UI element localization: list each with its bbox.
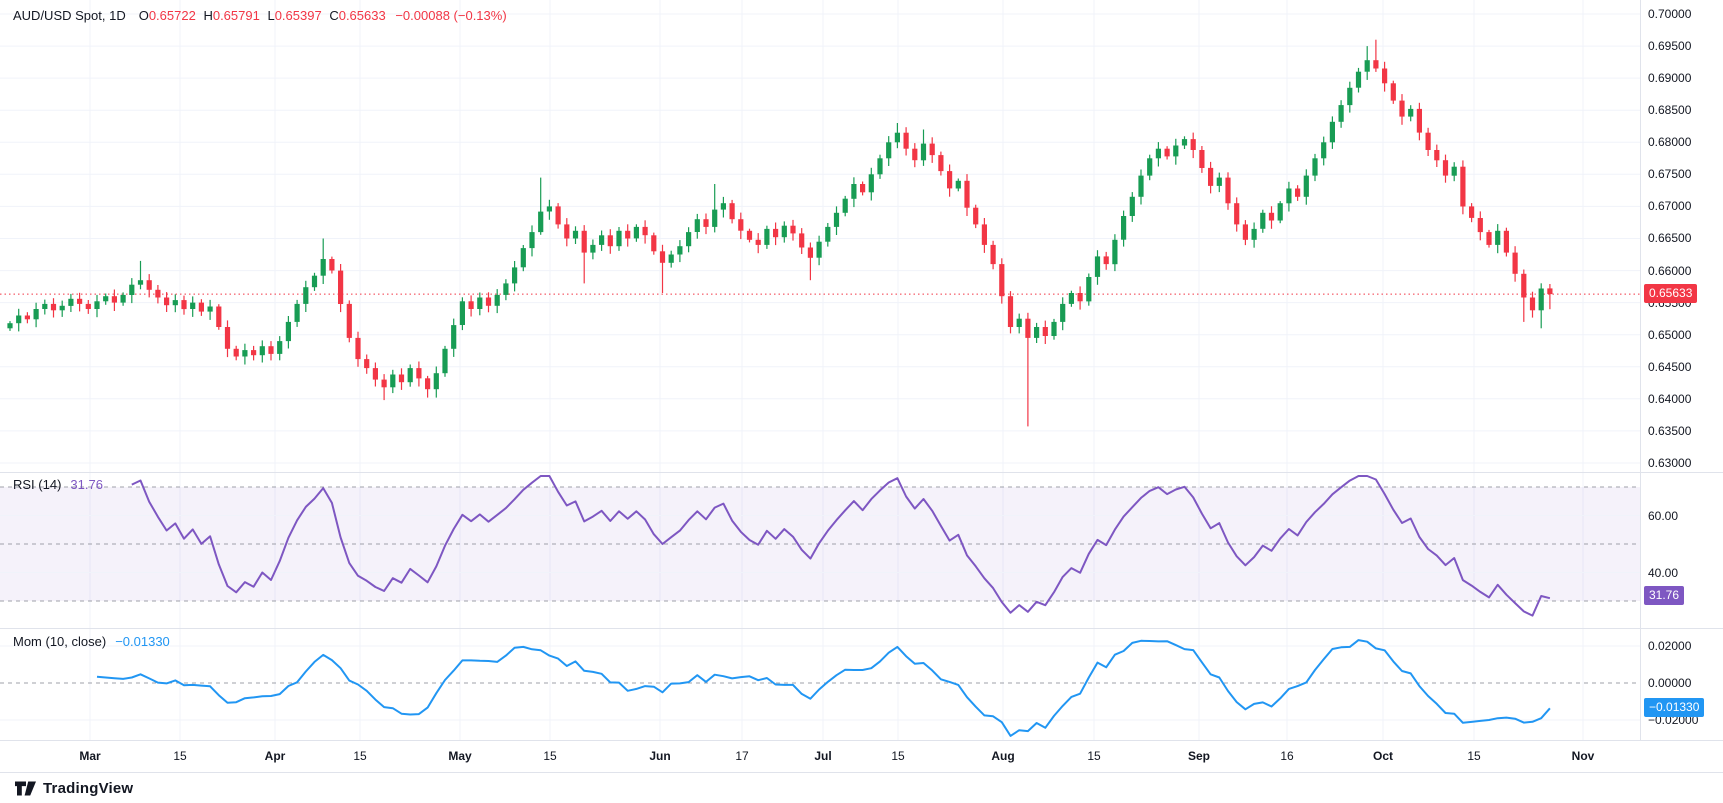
rsi-axis-label: 60.00 — [1648, 509, 1679, 523]
momentum-title[interactable]: Mom (10, close) — [13, 634, 107, 649]
rsi-current-value: 31.76 — [70, 477, 103, 492]
time-axis-label: Mar — [79, 749, 101, 763]
last-price-tag: 0.65633 — [1644, 284, 1698, 303]
tradingview-logo-icon[interactable] — [15, 781, 36, 796]
time-scale[interactable]: Mar 15 Apr 15 May 15 Jun 17 Jul 15 Aug 15 Sep 16 Oct 15… — [0, 740, 1723, 773]
momentum-line — [96, 639, 1551, 737]
price-axis-label: 0.69000 — [1648, 71, 1692, 85]
time-axis-label: 15 — [1467, 749, 1481, 763]
chart-canvas[interactable] — [0, 0, 1640, 740]
time-axis-label: 15 — [173, 749, 187, 763]
low-value: 0.65397 — [274, 8, 322, 23]
time-axis-label: Apr — [264, 749, 286, 763]
tradingview-wordmark[interactable]: TradingView — [43, 779, 134, 797]
close-value: 0.65633 — [338, 8, 386, 23]
time-axis-label: 15 — [891, 749, 905, 763]
time-axis-label: May — [448, 749, 472, 763]
time-axis-label: 15 — [353, 749, 367, 763]
time-axis-label: Nov — [1571, 749, 1595, 763]
price-axis-label: 0.63000 — [1648, 456, 1692, 470]
change-value: −0.00088 (−0.13%) — [395, 8, 507, 23]
pane-separator[interactable] — [0, 472, 1723, 473]
momentum-axis-label: 0.00000 — [1648, 676, 1692, 690]
time-axis-label: Jun — [649, 749, 671, 763]
momentum-value-tag: −0.01330 — [1644, 698, 1705, 717]
time-axis-label: Jul — [814, 749, 832, 763]
candles-series — [7, 39, 1553, 427]
time-axis-label: 17 — [735, 749, 749, 763]
time-axis-label: 15 — [1087, 749, 1101, 763]
momentum-current-value: −0.01330 — [115, 634, 170, 649]
symbol-title[interactable]: AUD/USD Spot, 1D — [13, 8, 126, 23]
rsi-line — [131, 475, 1551, 617]
price-axis-label: 0.68000 — [1648, 135, 1692, 149]
rsi-legend[interactable]: RSI (14) 31.76 — [13, 477, 103, 492]
price-axis-border — [1640, 0, 1641, 772]
price-axis-label: 0.69500 — [1648, 39, 1692, 53]
time-axis-label: 16 — [1280, 749, 1294, 763]
momentum-axis-label: 0.02000 — [1648, 639, 1692, 653]
price-axis-label: 0.65000 — [1648, 328, 1692, 342]
time-axis-label: Oct — [1372, 749, 1394, 763]
rsi-axis-label: 40.00 — [1648, 566, 1679, 580]
price-axis-label: 0.64500 — [1648, 360, 1692, 374]
price-axis-label: 0.66500 — [1648, 231, 1692, 245]
chart-legend[interactable]: AUD/USD Spot, 1D O0.65722 H0.65791 L0.65… — [13, 8, 507, 23]
price-axis-label: 0.67000 — [1648, 199, 1692, 213]
price-axis-label: 0.63500 — [1648, 424, 1692, 438]
low-label: L — [267, 8, 275, 23]
footer-bar: TradingView — [0, 772, 1723, 803]
ohlc-readout: O0.65722 H0.65791 L0.65397 C0.65633 −0.0… — [135, 8, 507, 23]
open-value: 0.65722 — [148, 8, 196, 23]
momentum-legend[interactable]: Mom (10, close) −0.01330 — [13, 634, 170, 649]
price-axis-label: 0.70000 — [1648, 7, 1692, 21]
high-value: 0.65791 — [212, 8, 260, 23]
time-axis-label: Sep — [1187, 749, 1211, 763]
price-axis-label: 0.68500 — [1648, 103, 1692, 117]
high-label: H — [203, 8, 213, 23]
time-axis-label: 15 — [543, 749, 557, 763]
price-axis-label: 0.64000 — [1648, 392, 1692, 406]
close-label: C — [329, 8, 339, 23]
rsi-value-tag: 31.76 — [1644, 586, 1685, 605]
price-axis-label: 0.67500 — [1648, 167, 1692, 181]
open-label: O — [138, 8, 149, 23]
pane-separator[interactable] — [0, 628, 1723, 629]
rsi-title[interactable]: RSI (14) — [13, 477, 62, 492]
time-axis-label: Aug — [991, 749, 1015, 763]
price-axis-label: 0.66000 — [1648, 264, 1692, 278]
